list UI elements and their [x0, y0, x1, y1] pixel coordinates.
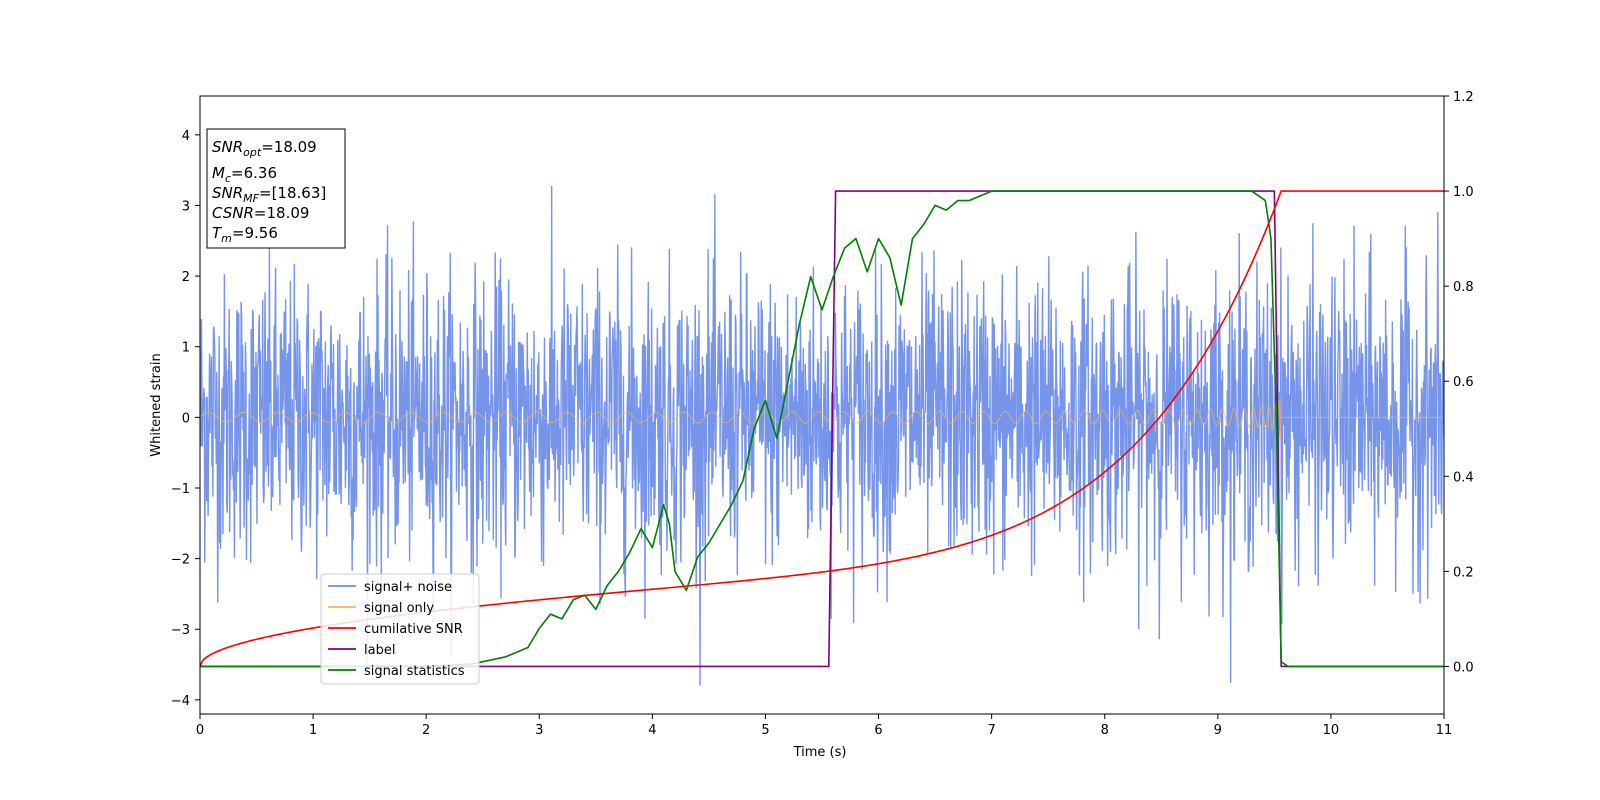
x-axis-label: Time (s) — [793, 745, 847, 760]
legend-label: signal+ noise — [364, 580, 452, 595]
axes-frame — [199, 95, 1445, 715]
y-tick-label: 3 — [182, 199, 190, 214]
series-signal-statistics-line — [200, 190, 1444, 668]
x-tick-label: 2 — [422, 723, 430, 738]
annotation-line: SNRMF=[18.63] — [212, 184, 326, 205]
annotation-box: SNRopt=18.09 Mc=6.36SNRMF=[18.63]CSNR=18.… — [206, 128, 346, 249]
y-axis-label: Whitened strain — [149, 353, 164, 456]
x-tick-label: 8 — [1101, 723, 1109, 738]
x-tick-label: 10 — [1323, 723, 1340, 738]
x-tick-label: 3 — [535, 723, 543, 738]
legend-label: signal statistics — [364, 664, 465, 679]
y-tick-label: −4 — [171, 694, 190, 709]
legend-label: cumilative SNR — [364, 622, 463, 637]
x-tick-label: 4 — [648, 723, 656, 738]
legend: signal+ noise signal only cumilative SNR la… — [320, 573, 480, 685]
x-tick-label: 11 — [1436, 723, 1453, 738]
y2-tick-label: 0.8 — [1453, 280, 1474, 295]
series-signal-noise-line — [200, 186, 1444, 686]
annotation-box-frame — [206, 128, 346, 249]
y-tick-label: 0 — [182, 411, 190, 426]
y-tick-label: −2 — [171, 553, 190, 568]
y-tick-label: −3 — [171, 623, 190, 638]
annotation-line: CSNR=18.09 — [212, 204, 309, 222]
legend-frame — [320, 573, 480, 685]
y2-tick-label: 1.2 — [1453, 90, 1474, 105]
x-tick-label: 6 — [874, 723, 882, 738]
legend-label: signal only — [364, 601, 434, 616]
y-tick-label: 2 — [182, 270, 190, 285]
x-tick-label: 1 — [309, 723, 317, 738]
x-tick-label: 0 — [196, 723, 204, 738]
annotation-line: Tm=9.56 — [212, 224, 278, 245]
x-tick-label: 9 — [1214, 723, 1222, 738]
y2-tick-label: 0.6 — [1453, 375, 1474, 390]
y2-tick-label: 0.4 — [1453, 470, 1474, 485]
y-tick-label: 4 — [182, 129, 190, 144]
legend-label: label — [364, 643, 395, 658]
y2-tick-label: 0.0 — [1453, 660, 1474, 675]
ticks-layer: 0 1 2 3 4 5 6 7 8 9 10 11 −4 −3 −2 −1 0 1 2 3 4 0.0 0.2 0.4 0.6 0… — [171, 90, 1474, 738]
y2-tick-label: 0.2 — [1453, 565, 1474, 580]
series-signal-only-line — [200, 397, 1444, 440]
annotation-line: SNRopt=18.09 — [212, 138, 317, 159]
annotation-line: Mc=6.36 — [212, 164, 277, 185]
x-tick-label: 5 — [761, 723, 769, 738]
y2-tick-label: 1.0 — [1453, 185, 1474, 200]
y-tick-label: 1 — [182, 341, 190, 356]
x-tick-label: 7 — [987, 723, 995, 738]
y-tick-label: −1 — [171, 482, 190, 497]
